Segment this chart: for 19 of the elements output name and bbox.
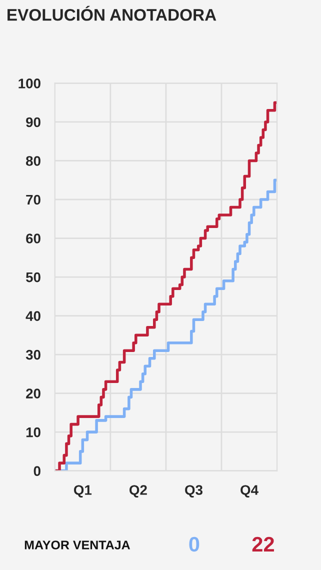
y-tick-label: 50 [26,272,40,282]
x-tick-label: Q3 [185,485,202,498]
y-tick-label: 60 [26,234,40,244]
text: 22 [252,536,274,552]
y-tick-label: 70 [26,194,40,205]
y-tick-label: 30 [26,350,40,360]
y-tick-label: 40 [26,311,40,321]
x-tick-label: Q1 [74,485,92,498]
y-tick-label: 10 [26,427,40,438]
y-tick-label: 90 [26,117,40,128]
x-tick-label: Q4 [240,485,258,498]
text: 0 [189,536,200,552]
y-tick-label: 100 [18,78,40,88]
y-tick-label: 20 [26,388,40,398]
chart-title: EVOLUCIÓN ANOTADORA [8,6,216,21]
x-tick-label: Q2 [130,485,147,498]
y-tick-label: 80 [26,156,40,166]
text: MAYOR VENTAJA [24,540,130,550]
y-tick-label: 0 [34,466,40,476]
